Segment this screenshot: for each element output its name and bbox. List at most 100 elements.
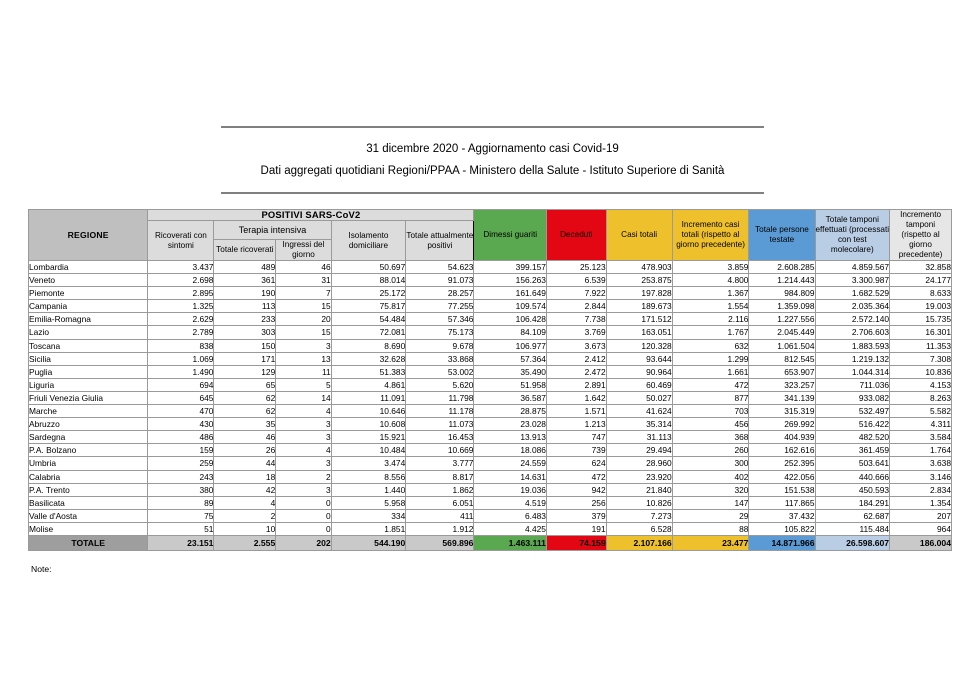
col-header-incremento-tamponi[interactable]: Incremento tamponi (rispetto al giorno p… [889, 209, 952, 261]
table-row[interactable]: Toscana 838 150 3 8.690 9.678 106.977 3.673 120.… [27, 338, 952, 353]
table-row[interactable]: Lazio 2.789 303 15 72.081 75.173 84.109 3.769 16… [27, 325, 952, 340]
cell-terapia-totale: 62 [213, 390, 277, 406]
cell-persone-testate: 341.139 [748, 390, 816, 406]
col-header-incremento-casi-totali[interactable]: Incremento casi totali (rispetto al gior… [671, 209, 750, 261]
cell-deceduti: 191 [545, 521, 607, 536]
cell-casi-totali: 93.644 [605, 351, 673, 366]
table-row[interactable]: Abruzzo 430 35 3 10.608 11.073 23.028 1.213 35.3… [27, 417, 952, 432]
table-row[interactable]: Valle d'Aosta 75 2 0 334 411 6.483 379 7.273 29 37… [27, 508, 952, 523]
cell-persone-testate: 1.227.556 [748, 312, 816, 327]
table-row[interactable]: Friuli Venezia Giulia 645 62 14 11.091 11.798… [27, 390, 952, 406]
table-row[interactable]: Liguria 694 65 5 4.861 5.620 51.958 2.891 60.469… [27, 377, 952, 392]
cell-isolamento: 51.383 [330, 364, 407, 379]
cell-incremento-tamponi: 19.003 [889, 299, 952, 314]
cell-terapia-ingressi: 3 [275, 430, 332, 445]
cell-terapia-totale: 489 [213, 259, 277, 275]
cell-terapia-totale: 2 [213, 508, 277, 523]
col-header-dimessi-guariti[interactable]: Dimessi guariti [473, 209, 547, 261]
col-header-totale-tamponi-effettuati[interactable]: Totale tamponi effettuati (processati co… [814, 209, 891, 261]
cell-ricoverati: 3.437 [147, 259, 215, 275]
cell-isolamento: 1.851 [330, 521, 407, 536]
cell-tamponi: 1.044.314 [814, 364, 891, 379]
col-header-totale-attualmente-positivi[interactable]: Totale attualmente positivi [405, 220, 475, 261]
cell-casi-totali: 6.528 [605, 521, 673, 536]
cell-attualmente-positivi: 10.669 [405, 443, 475, 458]
cell-incremento-tamponi: 3.638 [889, 456, 952, 471]
cell-ricoverati: 75 [147, 508, 215, 523]
cell-terapia-ingressi: 3 [275, 482, 332, 497]
table-row[interactable]: Basilicata 89 4 0 5.958 6.051 4.519 256 10.826 14… [27, 495, 952, 510]
table-row[interactable]: Puglia 1.490 129 11 51.383 53.002 35.490 2.472 9… [27, 364, 952, 379]
cell-persone-testate: 1.359.098 [748, 299, 816, 314]
table-row[interactable]: Calabria 243 18 2 8.556 8.817 14.631 472 23.920 4… [27, 469, 952, 484]
cell-terapia-ingressi: 0 [275, 508, 332, 523]
cell-isolamento: 334 [330, 508, 407, 523]
cell-tamponi: 711.036 [814, 377, 891, 392]
cell-terapia-ingressi: 3 [275, 338, 332, 353]
total-cell-attualmente-positivi: 569.896 [405, 534, 475, 551]
total-cell-casi-totali: 2.107.166 [605, 534, 673, 551]
col-header-regione[interactable]: REGIONE [27, 209, 149, 261]
col-header-ingressi-del-giorno[interactable]: Ingressi del giorno [275, 239, 332, 261]
col-header-isolamento-domiciliare[interactable]: Isolamento domiciliare [330, 220, 407, 261]
cell-persone-testate: 1.061.504 [748, 338, 816, 353]
cell-persone-testate: 117.865 [748, 495, 816, 510]
cell-deceduti: 1.213 [545, 417, 607, 432]
col-header-casi-totali[interactable]: Casi totali [605, 209, 673, 261]
cell-casi-totali: 23.920 [605, 469, 673, 484]
cell-attualmente-positivi: 11.073 [405, 417, 475, 432]
cell-isolamento: 88.014 [330, 273, 407, 288]
table-row[interactable]: Molise 51 10 0 1.851 1.912 4.425 191 6.528 88 105.… [27, 521, 952, 536]
table-row[interactable]: P.A. Bolzano 159 26 4 10.484 10.669 18.086 739 2… [27, 443, 952, 458]
cell-casi-totali: 163.051 [605, 325, 673, 340]
cell-tamponi: 3.300.987 [814, 273, 891, 288]
cell-ricoverati: 1.490 [147, 364, 215, 379]
cell-terapia-totale: 65 [213, 377, 277, 392]
cell-dimessi: 51.958 [473, 377, 547, 392]
table-row[interactable]: Campania 1.325 113 15 75.817 77.255 109.574 2.8… [27, 299, 952, 314]
cell-attualmente-positivi: 54.623 [405, 259, 475, 275]
cell-casi-totali: 197.828 [605, 286, 673, 301]
cell-incremento-casi: 456 [671, 417, 750, 432]
cell-casi-totali: 189.673 [605, 299, 673, 314]
table-row[interactable]: Veneto 2.698 361 31 88.014 91.073 156.263 6.539… [27, 273, 952, 288]
table-row[interactable]: Sardegna 486 46 3 15.921 16.453 13.913 747 31.11… [27, 430, 952, 445]
cell-deceduti: 7.738 [545, 312, 607, 327]
cell-dimessi: 35.490 [473, 364, 547, 379]
cell-ricoverati: 1.069 [147, 351, 215, 366]
cell-terapia-totale: 361 [213, 273, 277, 288]
table-row[interactable]: Marche 470 62 4 10.646 11.178 28.875 1.571 41.62… [27, 404, 952, 419]
table-row[interactable]: Sicilia 1.069 171 13 32.628 33.868 57.364 2.412… [27, 351, 952, 366]
table-row[interactable]: P.A. Trento 380 42 3 1.440 1.862 19.036 942 21.8… [27, 482, 952, 497]
cell-terapia-ingressi: 13 [275, 351, 332, 366]
cell-attualmente-positivi: 11.798 [405, 390, 475, 406]
table-row[interactable]: Umbria 259 44 3 3.474 3.777 24.559 624 28.960 300… [27, 456, 952, 471]
cell-tamponi: 184.291 [814, 495, 891, 510]
cell-persone-testate: 323.257 [748, 377, 816, 392]
col-header-totale-ricoverati[interactable]: Totale ricoverati [213, 239, 277, 261]
table-row[interactable]: Lombardia 3.437 489 46 50.697 54.623 399.157 25… [27, 259, 952, 275]
table-total-row: TOTALE 23.151 2.555 202 544.190 569.896 1.463.… [27, 534, 952, 551]
cell-deceduti: 379 [545, 508, 607, 523]
cell-isolamento: 50.697 [330, 259, 407, 275]
cell-ricoverati: 51 [147, 521, 215, 536]
cell-deceduti: 2.891 [545, 377, 607, 392]
cell-regione: Umbria [27, 456, 149, 471]
cell-terapia-ingressi: 15 [275, 325, 332, 340]
cell-attualmente-positivi: 5.620 [405, 377, 475, 392]
table-row[interactable]: Piemonte 2.895 190 7 25.172 28.257 161.649 7.92… [27, 286, 952, 301]
col-header-deceduti[interactable]: Deceduti [545, 209, 607, 261]
cell-attualmente-positivi: 77.255 [405, 299, 475, 314]
cell-casi-totali: 41.624 [605, 404, 673, 419]
cell-dimessi: 106.977 [473, 338, 547, 353]
cell-deceduti: 25.123 [545, 259, 607, 275]
col-header-totale-persone-testate[interactable]: Totale persone testate [748, 209, 816, 261]
cell-regione: Molise [27, 521, 149, 536]
cell-terapia-totale: 303 [213, 325, 277, 340]
cell-casi-totali: 7.273 [605, 508, 673, 523]
cell-dimessi: 109.574 [473, 299, 547, 314]
cell-incremento-tamponi: 207 [889, 508, 952, 523]
table-row[interactable]: Emilia-Romagna 2.629 233 20 54.484 57.346 106.… [27, 312, 952, 327]
cell-ricoverati: 159 [147, 443, 215, 458]
col-header-ricoverati-con-sintomi[interactable]: Ricoverati con sintomi [147, 220, 215, 261]
